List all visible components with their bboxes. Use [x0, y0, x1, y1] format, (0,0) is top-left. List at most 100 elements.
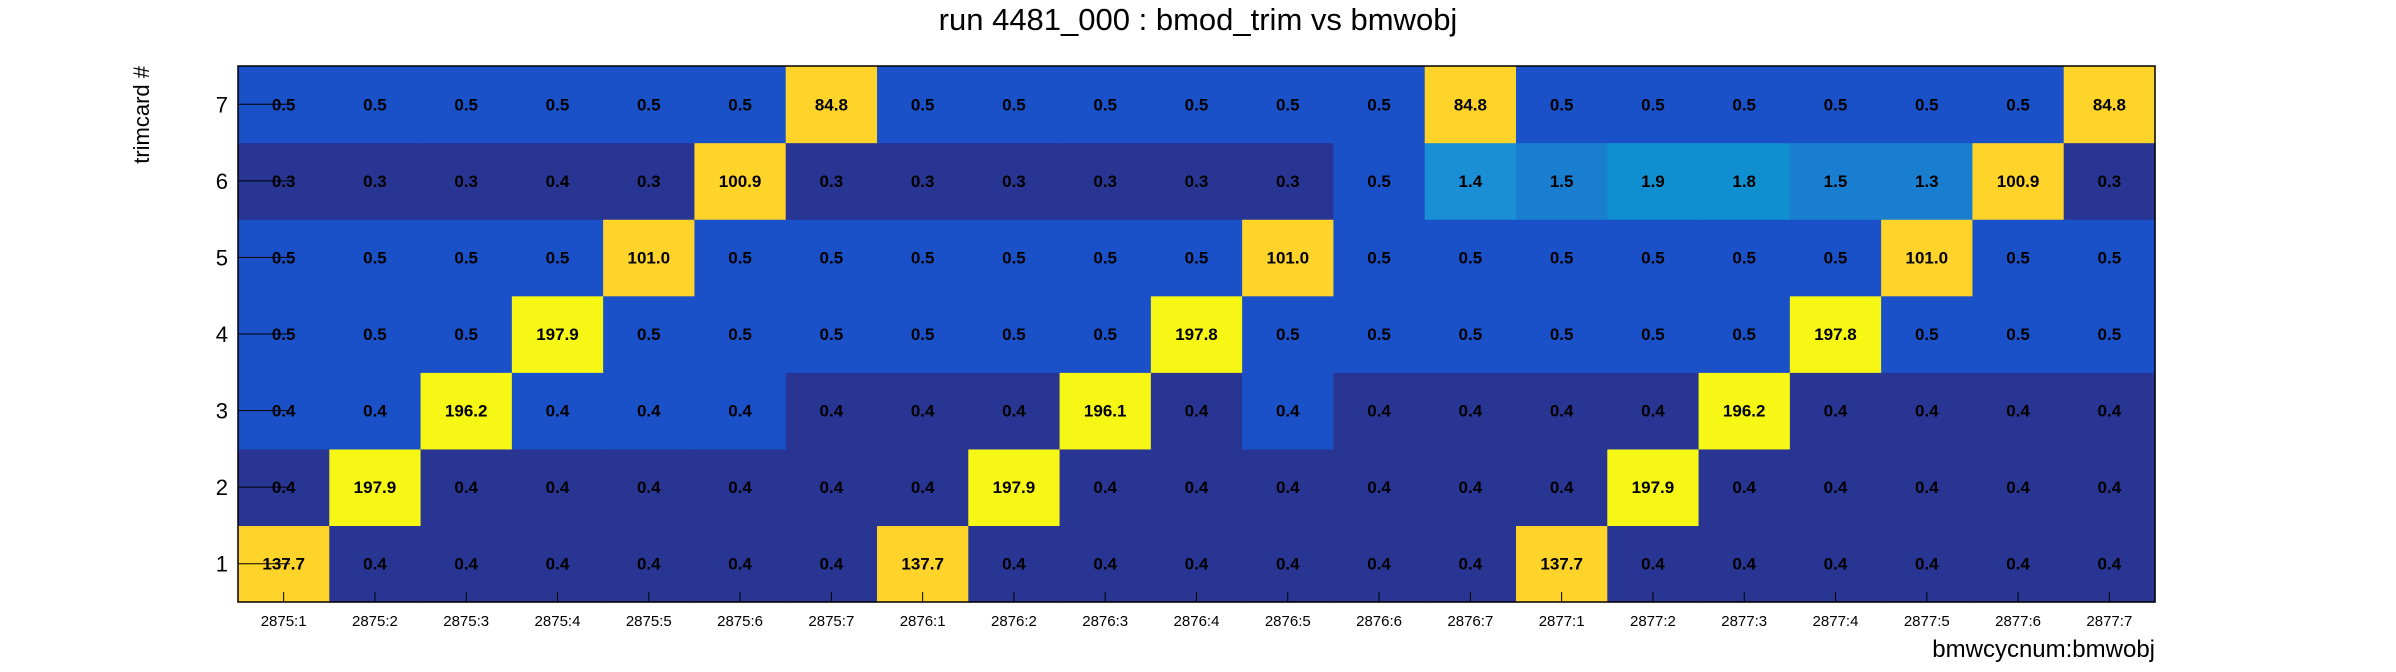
cell-value-label: 0.4	[1367, 402, 1391, 421]
heatmap-cell	[877, 142, 969, 220]
heatmap-cell	[1881, 142, 1974, 220]
cell-value-label: 0.5	[1367, 248, 1391, 267]
cell-value-label: 0.4	[1732, 555, 1756, 574]
heatmap-cell	[420, 295, 513, 373]
cell-value-label: 0.4	[728, 478, 752, 497]
cell-value-label: 0.4	[1002, 402, 1026, 421]
heatmap-cell	[329, 142, 422, 220]
heatmap-cell	[968, 372, 1061, 450]
heatmap-cell	[968, 66, 1061, 144]
x-tick-label: 2877:5	[1904, 613, 1950, 630]
heatmap-cell	[1333, 525, 1426, 603]
heatmap-cell	[694, 295, 787, 373]
heatmap-cell	[1150, 525, 1243, 603]
heatmap-cell	[329, 448, 422, 527]
cell-value-label: 0.5	[728, 325, 752, 344]
cell-value-label: 0.5	[546, 95, 570, 114]
heatmap-cell	[1150, 66, 1243, 144]
cell-value-label: 137.7	[1540, 555, 1583, 574]
cell-value-label: 0.5	[2098, 248, 2122, 267]
heatmap-cell	[1150, 219, 1243, 297]
cell-value-label: 0.4	[1915, 555, 1939, 574]
cell-value-label: 0.5	[1550, 248, 1574, 267]
chart-title: run 4481_000 : bmod_trim vs bmwobj	[938, 2, 1458, 37]
heatmap-cell	[603, 295, 696, 373]
heatmap-cell	[1424, 295, 1517, 373]
heatmap-cell	[511, 295, 604, 373]
cell-value-label: 0.4	[1641, 555, 1665, 574]
heatmap-cell	[1333, 372, 1426, 450]
heatmap-cell	[1607, 448, 1700, 527]
cell-value-label: 137.7	[262, 555, 305, 574]
heatmap-cell	[1972, 219, 2065, 297]
cell-value-label: 0.5	[1641, 325, 1665, 344]
cell-value-label: 197.9	[536, 325, 579, 344]
cell-value-label: 0.5	[1824, 248, 1848, 267]
cell-value-label: 0.4	[2006, 555, 2030, 574]
heatmap-cell	[1881, 372, 1974, 450]
heatmap-cell	[785, 295, 878, 373]
cell-value-label: 84.8	[1454, 95, 1487, 114]
heatmap-cell	[968, 219, 1061, 297]
heatmap-cell	[1242, 219, 1335, 297]
heatmap-cell	[1150, 295, 1243, 373]
heatmap-cell	[1607, 66, 1700, 144]
heatmap-cell	[1972, 295, 2065, 373]
cell-value-label: 0.5	[1093, 325, 1117, 344]
x-tick-label: 2875:3	[443, 613, 489, 630]
heatmap-cell	[1242, 66, 1335, 144]
cell-value-label: 0.4	[1824, 555, 1848, 574]
heatmap-cell	[877, 66, 969, 144]
cell-value-label: 0.4	[637, 402, 661, 421]
x-tick-label: 2875:5	[626, 613, 672, 630]
cell-value-label: 0.5	[1641, 95, 1665, 114]
cell-value-label: 1.8	[1732, 172, 1756, 191]
heatmap-cell	[1059, 295, 1152, 373]
heatmap-cell	[1516, 66, 1608, 144]
x-tick-label: 2877:2	[1630, 613, 1676, 630]
cell-value-label: 0.4	[1459, 402, 1483, 421]
heatmap-cell	[694, 448, 787, 527]
cell-value-label: 1.5	[1550, 172, 1574, 191]
cell-value-label: 0.5	[1732, 95, 1756, 114]
heatmap-cell	[603, 219, 696, 297]
cell-value-label: 0.5	[1367, 325, 1391, 344]
heatmap-cell	[877, 219, 969, 297]
heatmap-cell	[1059, 448, 1152, 527]
heatmap-cell	[1789, 142, 1882, 220]
heatmap-cell	[329, 295, 422, 373]
cell-value-label: 0.4	[2006, 478, 2030, 497]
heatmap-cell	[785, 66, 878, 144]
cell-labels: 137.7 0.4 0.4 0.4 0.4 0.4 0.4 137.7 0.4 0.4 0.4 0.4…	[262, 95, 2126, 573]
cell-value-label: 197.9	[993, 478, 1036, 497]
y-tick-label: 6	[216, 169, 228, 194]
heatmap-cell	[1881, 448, 1974, 527]
heatmap-cell	[1516, 525, 1608, 603]
cell-value-label: 0.5	[1732, 248, 1756, 267]
heatmap-cell	[1607, 372, 1700, 450]
cell-value-label: 0.4	[1093, 478, 1117, 497]
x-tick-label: 2877:4	[1813, 613, 1859, 630]
cell-value-label: 0.4	[546, 402, 570, 421]
cell-value-label: 1.5	[1824, 172, 1848, 191]
cell-value-label: 0.5	[1732, 325, 1756, 344]
heatmap-cell	[2063, 448, 2156, 527]
heatmap-cell	[1698, 66, 1791, 144]
cell-value-label: 0.5	[1367, 172, 1391, 191]
heatmap-cell	[785, 219, 878, 297]
heatmap-cell	[2063, 142, 2156, 220]
heatmap-cell	[420, 66, 513, 144]
cell-value-label: 0.4	[1093, 555, 1117, 574]
x-tick-label: 2877:7	[2086, 613, 2132, 630]
y-axis-label: trimcard #	[129, 65, 154, 164]
cell-value-label: 0.5	[272, 248, 296, 267]
heatmap-cell	[968, 142, 1061, 220]
cell-value-label: 0.3	[1093, 172, 1117, 191]
cell-value-label: 0.5	[911, 95, 935, 114]
cell-value-label: 0.5	[1367, 95, 1391, 114]
heatmap-cell	[877, 295, 969, 373]
x-tick-label: 2876:6	[1356, 613, 1402, 630]
cell-value-label: 0.5	[1276, 95, 1300, 114]
cell-value-label: 0.4	[911, 402, 935, 421]
